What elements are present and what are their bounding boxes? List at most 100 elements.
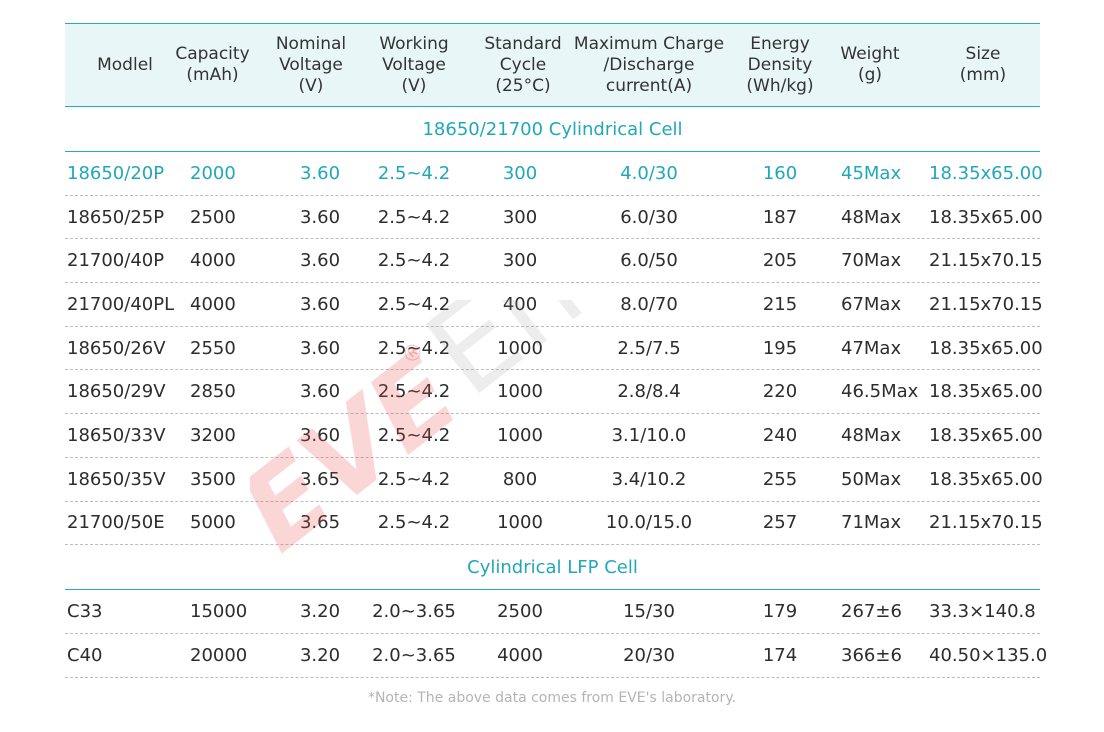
- cell-size: 21.15x70.15: [929, 293, 1043, 315]
- cell-model: 21700/50E: [67, 512, 165, 534]
- cell-standard-cycle: 300: [502, 162, 538, 184]
- cell-model: 18650/26V: [67, 337, 166, 359]
- header-max-charge-discharge: Maximum Charge /Discharge current(A): [573, 33, 725, 96]
- cell-energy-density: 174: [762, 644, 798, 666]
- cell-nominal-voltage: 3.60: [299, 337, 341, 359]
- header-capacity: Capacity (mAh): [175, 44, 250, 85]
- cell-nominal-voltage: 3.60: [299, 293, 341, 315]
- footnote: *Note: The above data comes from EVE's l…: [367, 690, 737, 706]
- cell-model: 21700/40PL: [67, 293, 175, 315]
- cell-standard-cycle: 1000: [497, 337, 543, 359]
- cell-energy-density: 255: [762, 468, 798, 490]
- cell-standard-cycle: 4000: [497, 644, 543, 666]
- cell-energy-density: 179: [762, 601, 798, 623]
- cell-max-current: 2.5/7.5: [617, 337, 681, 359]
- cell-capacity: 2500: [190, 206, 236, 228]
- cell-working-voltage: 2.5~4.2: [377, 206, 451, 228]
- header-nominal-voltage: Nominal Voltage (V): [275, 33, 347, 96]
- cell-max-current: 10.0/15.0: [605, 512, 693, 534]
- cell-max-current: 6.0/50: [620, 250, 678, 272]
- cell-standard-cycle: 1000: [497, 381, 543, 403]
- cell-working-voltage: 2.0~3.65: [372, 601, 456, 623]
- cell-weight: 67Max: [841, 293, 902, 315]
- cell-max-current: 20/30: [623, 644, 675, 666]
- cell-weight: 47Max: [841, 337, 902, 359]
- cell-standard-cycle: 1000: [497, 424, 543, 446]
- cell-standard-cycle: 1000: [497, 512, 543, 534]
- cell-weight: 70Max: [841, 250, 902, 272]
- cell-energy-density: 160: [762, 162, 798, 184]
- table-row: 18650/29V 2850 3.60 2.5~4.2 1000 2.8/8.4 220 46…: [65, 370, 1043, 415]
- cell-nominal-voltage: 3.60: [299, 424, 341, 446]
- table-row: 18650/20P 2000 3.60 2.5~4.2 300 4.0/30 160 45Ma…: [65, 152, 1043, 196]
- table-row: 21700/50E 5000 3.65 2.5~4.2 1000 10.0/15.0 257…: [65, 502, 1043, 546]
- cell-model: 18650/35V: [67, 468, 166, 490]
- section-title: 18650/21700 Cylindrical Cell: [65, 107, 1040, 152]
- table-header: Modlel Capacity (mAh) Nominal Voltage (V…: [65, 23, 1040, 107]
- table-row: 18650/35V 3500 3.65 2.5~4.2 800 3.4/10.2 255 50…: [65, 458, 1043, 502]
- cell-weight: 48Max: [841, 424, 902, 446]
- cell-size: 40.50×135.0: [929, 644, 1048, 666]
- cell-max-current: 8.0/70: [620, 293, 678, 315]
- cell-model: C40: [67, 644, 103, 666]
- cell-working-voltage: 2.5~4.2: [377, 293, 451, 315]
- cell-working-voltage: 2.0~3.65: [372, 644, 456, 666]
- cell-size: 18.35x65.00: [929, 424, 1043, 446]
- cell-weight: 48Max: [841, 206, 902, 228]
- table-row: 21700/40P 4000 3.60 2.5~4.2 300 6.0/50 205 70Ma…: [65, 239, 1043, 284]
- cell-weight: 267±6: [841, 601, 902, 623]
- table-row: C40 20000 3.20 2.0~3.65 4000 20/30 174 366±6 40.…: [65, 634, 1048, 678]
- cell-model: 18650/20P: [67, 162, 165, 184]
- cell-capacity: 15000: [190, 601, 248, 623]
- cell-nominal-voltage: 3.65: [299, 468, 341, 490]
- cell-nominal-voltage: 3.65: [299, 512, 341, 534]
- header-standard-cycle: Standard Cycle (25°C): [484, 33, 562, 96]
- table-row: 18650/26V 2550 3.60 2.5~4.2 1000 2.5/7.5 195 47…: [65, 327, 1043, 371]
- section-title: Cylindrical LFP Cell: [65, 545, 1040, 591]
- cell-working-voltage: 2.5~4.2: [377, 424, 451, 446]
- cell-model: 18650/25P: [67, 206, 165, 228]
- cell-size: 18.35x65.00: [929, 162, 1043, 184]
- cell-energy-density: 195: [762, 337, 798, 359]
- cell-model: 18650/33V: [67, 424, 166, 446]
- cell-standard-cycle: 300: [502, 206, 538, 228]
- header-model: Modlel: [97, 54, 153, 75]
- cell-weight: 366±6: [841, 644, 902, 666]
- cell-standard-cycle: 300: [502, 250, 538, 272]
- cell-nominal-voltage: 3.20: [299, 644, 341, 666]
- cell-capacity: 3200: [190, 424, 236, 446]
- cell-model: 21700/40P: [67, 250, 165, 272]
- cell-nominal-voltage: 3.60: [299, 206, 341, 228]
- cell-max-current: 3.4/10.2: [611, 468, 687, 490]
- header-size: Size (mm): [959, 44, 1007, 85]
- cell-energy-density: 187: [762, 206, 798, 228]
- cell-weight: 46.5Max: [841, 381, 919, 403]
- cell-weight: 45Max: [841, 162, 902, 184]
- cell-standard-cycle: 800: [502, 468, 538, 490]
- cell-size: 18.35x65.00: [929, 468, 1043, 490]
- cell-model: 18650/29V: [67, 381, 166, 403]
- cell-weight: 71Max: [841, 512, 902, 534]
- cell-energy-density: 240: [762, 424, 798, 446]
- cell-size: 18.35x65.00: [929, 381, 1043, 403]
- cell-size: 18.35x65.00: [929, 206, 1043, 228]
- cell-working-voltage: 2.5~4.2: [377, 512, 451, 534]
- cell-capacity: 4000: [190, 250, 236, 272]
- header-energy-density: Energy Density (Wh/kg): [746, 33, 814, 96]
- cell-working-voltage: 2.5~4.2: [377, 337, 451, 359]
- cell-energy-density: 205: [762, 250, 798, 272]
- cell-max-current: 6.0/30: [620, 206, 678, 228]
- cell-size: 21.15x70.15: [929, 250, 1043, 272]
- cell-size: 33.3×140.8: [929, 601, 1036, 623]
- cell-size: 18.35x65.00: [929, 337, 1043, 359]
- cell-energy-density: 257: [762, 512, 798, 534]
- cell-nominal-voltage: 3.60: [299, 250, 341, 272]
- cell-capacity: 2850: [190, 381, 236, 403]
- header-working-voltage: Working Voltage (V): [379, 33, 449, 96]
- cell-working-voltage: 2.5~4.2: [377, 250, 451, 272]
- cell-nominal-voltage: 3.60: [299, 162, 341, 184]
- spec-table: Modlel Capacity (mAh) Nominal Voltage (V…: [65, 23, 1048, 678]
- cell-working-voltage: 2.5~4.2: [377, 468, 451, 490]
- cell-capacity: 2000: [190, 162, 236, 184]
- cell-nominal-voltage: 3.20: [299, 601, 341, 623]
